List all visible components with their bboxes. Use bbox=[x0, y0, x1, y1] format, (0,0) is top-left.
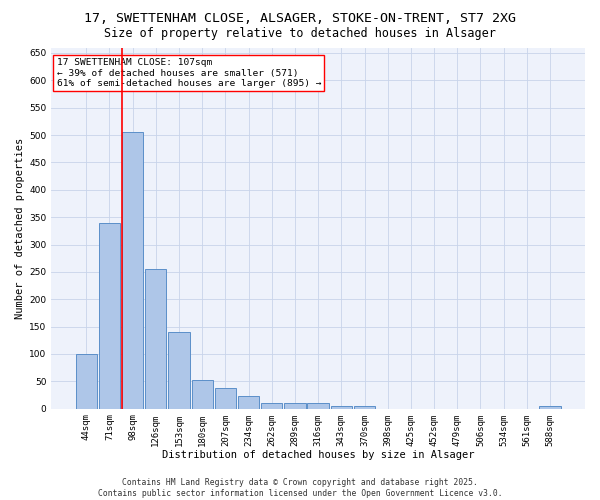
Bar bbox=[261, 403, 283, 408]
Text: Contains HM Land Registry data © Crown copyright and database right 2025.
Contai: Contains HM Land Registry data © Crown c… bbox=[98, 478, 502, 498]
Bar bbox=[238, 396, 259, 408]
Bar bbox=[122, 132, 143, 408]
Bar bbox=[99, 222, 120, 408]
Bar bbox=[76, 354, 97, 408]
X-axis label: Distribution of detached houses by size in Alsager: Distribution of detached houses by size … bbox=[162, 450, 475, 460]
Y-axis label: Number of detached properties: Number of detached properties bbox=[15, 138, 25, 318]
Bar bbox=[215, 388, 236, 408]
Bar bbox=[331, 406, 352, 408]
Bar bbox=[191, 380, 213, 408]
Bar bbox=[145, 269, 166, 408]
Bar bbox=[354, 406, 375, 408]
Bar bbox=[307, 403, 329, 408]
Text: 17, SWETTENHAM CLOSE, ALSAGER, STOKE-ON-TRENT, ST7 2XG: 17, SWETTENHAM CLOSE, ALSAGER, STOKE-ON-… bbox=[84, 12, 516, 26]
Bar bbox=[284, 403, 305, 408]
Bar bbox=[539, 406, 561, 408]
Text: 17 SWETTENHAM CLOSE: 107sqm
← 39% of detached houses are smaller (571)
61% of se: 17 SWETTENHAM CLOSE: 107sqm ← 39% of det… bbox=[56, 58, 321, 88]
Text: Size of property relative to detached houses in Alsager: Size of property relative to detached ho… bbox=[104, 28, 496, 40]
Bar bbox=[169, 332, 190, 408]
